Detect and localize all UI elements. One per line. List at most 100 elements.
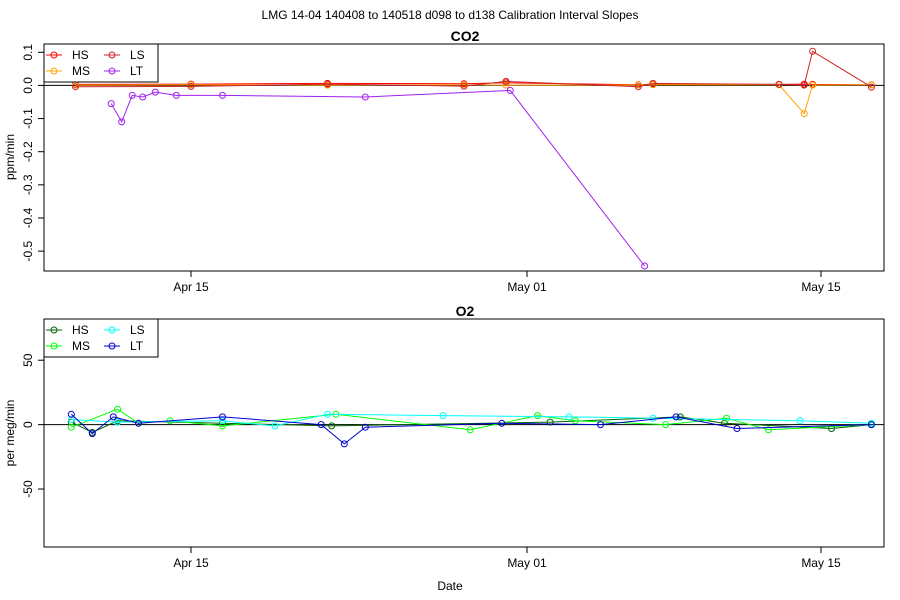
co2-series-line-ls — [75, 50, 872, 88]
o2-point-lt — [67, 410, 75, 418]
o2-legend-box — [43, 318, 159, 358]
o2-y-tick-label: -50 — [21, 480, 35, 498]
o2-x-tick-label: May 01 — [507, 556, 547, 570]
o2-legend-label-ms: MS — [72, 339, 90, 353]
co2-point-ls — [460, 82, 468, 90]
o2-point-ls — [67, 416, 75, 423]
co2-point-lt — [128, 91, 136, 99]
o2-point-lt — [317, 421, 325, 429]
co2-point-lt — [172, 91, 180, 99]
co2-point-lt — [107, 100, 115, 108]
figure-suptitle: LMG 14-04 140408 to 140518 d098 to d138 … — [262, 8, 639, 22]
o2-point-ms — [571, 417, 579, 425]
o2-point-ls — [439, 412, 447, 420]
o2-point-ms — [219, 422, 226, 430]
co2-x-tick-label: May 15 — [801, 280, 841, 294]
co2-legend-label-ls: LS — [130, 48, 145, 62]
co2-point-ls — [775, 80, 783, 88]
co2-y-tick-label: -0.1 — [21, 108, 35, 129]
o2-legend-label-lt: LT — [130, 339, 144, 353]
o2-point-lt — [733, 425, 741, 432]
o2-point-ls — [219, 417, 226, 425]
o2-point-ls — [114, 418, 121, 426]
o2-legend-label-ls: LS — [130, 323, 145, 337]
co2-legend-marker — [108, 51, 116, 59]
co2-y-tick-label: -0.2 — [21, 141, 35, 162]
co2-point-ms — [809, 81, 817, 89]
co2-point-ls — [634, 83, 642, 91]
co2-point-lt — [139, 93, 147, 101]
co2-point-lt — [219, 91, 226, 99]
co2-series-line-ms — [75, 84, 872, 115]
o2-y-tick-label: 0 — [21, 421, 35, 428]
co2-point-ms — [800, 110, 808, 118]
o2-y-axis-label: per meg/min — [3, 400, 17, 467]
co2-legend-label-hs: HS — [72, 48, 89, 62]
o2-series-line-hs — [71, 416, 872, 433]
co2-point-ls — [324, 80, 331, 88]
o2-plot-box — [43, 318, 885, 548]
o2-legend-marker — [50, 326, 58, 334]
co2-panel: CO2 0.1 0.0 -0.1 -0.2 -0.3 -0.4 -0.5 Apr 15 May… — [3, 28, 885, 294]
o2-point-hs — [67, 418, 75, 426]
co2-x-tick-label: Apr 15 — [173, 280, 209, 294]
co2-point-ls — [800, 81, 808, 89]
o2-y-axis: 50 0 -50 — [21, 353, 44, 498]
co2-point-lt — [151, 88, 159, 96]
o2-series-layer — [67, 405, 875, 448]
co2-title: CO2 — [451, 28, 480, 44]
o2-title: O2 — [456, 303, 475, 319]
co2-legend-marker — [50, 67, 58, 75]
o2-point-ms — [114, 405, 121, 413]
o2-y-tick-label: 50 — [21, 353, 35, 367]
o2-point-hs — [328, 422, 336, 430]
co2-point-ls — [502, 77, 510, 85]
o2-point-lt — [867, 421, 875, 429]
o2-point-lt — [672, 413, 680, 421]
co2-legend-label-ms: MS — [72, 64, 90, 78]
o2-panel: O2 50 0 -50 Apr 15 May 01 May 15 per meg/min… — [3, 303, 885, 570]
co2-y-tick-label: -0.5 — [21, 240, 35, 261]
o2-point-lt — [88, 430, 96, 438]
o2-point-ls — [796, 417, 804, 425]
co2-y-tick-label: -0.3 — [21, 174, 35, 195]
o2-point-ms — [662, 421, 670, 429]
co2-legend-marker — [108, 67, 116, 75]
o2-point-ms — [723, 414, 730, 422]
o2-point-lt — [109, 413, 117, 421]
o2-point-lt — [361, 423, 369, 431]
o2-point-ms — [534, 412, 541, 420]
o2-x-axis: Apr 15 May 01 May 15 — [173, 547, 841, 570]
o2-x-tick-label: Apr 15 — [173, 556, 209, 570]
co2-point-lt — [506, 86, 514, 94]
o2-point-lt — [597, 421, 604, 429]
co2-y-axis-label: ppm/min — [3, 134, 17, 180]
co2-point-ls — [72, 83, 79, 91]
co2-y-tick-label: 0.1 — [21, 44, 35, 61]
co2-x-axis: Apr 15 May 01 May 15 — [173, 271, 841, 294]
x-axis-label: Date — [437, 579, 463, 593]
o2-point-lt — [498, 419, 506, 427]
o2-point-ls — [271, 422, 279, 430]
o2-series-line-lt — [70, 413, 872, 445]
co2-legend-box — [43, 43, 159, 83]
o2-point-ls — [324, 410, 331, 418]
o2-series-line-ls — [71, 413, 872, 427]
o2-legend-marker — [108, 342, 116, 350]
o2-point-ms — [466, 426, 474, 434]
o2-point-ms — [67, 423, 75, 431]
co2-point-ms — [502, 81, 510, 89]
co2-y-tick-label: -0.4 — [21, 207, 35, 228]
co2-point-lt — [118, 118, 126, 126]
o2-point-lt — [219, 413, 226, 421]
o2-legend: HS MS LS LT — [43, 318, 159, 358]
o2-x-tick-label: May 15 — [801, 556, 841, 570]
co2-point-ls — [809, 47, 817, 55]
co2-point-ls — [867, 83, 875, 91]
o2-point-ms — [765, 426, 772, 434]
co2-series-line-lt — [110, 89, 645, 267]
co2-y-axis: 0.1 0.0 -0.1 -0.2 -0.3 -0.4 -0.5 — [21, 44, 44, 261]
o2-point-ls — [649, 414, 657, 422]
co2-plot-box — [43, 43, 885, 272]
